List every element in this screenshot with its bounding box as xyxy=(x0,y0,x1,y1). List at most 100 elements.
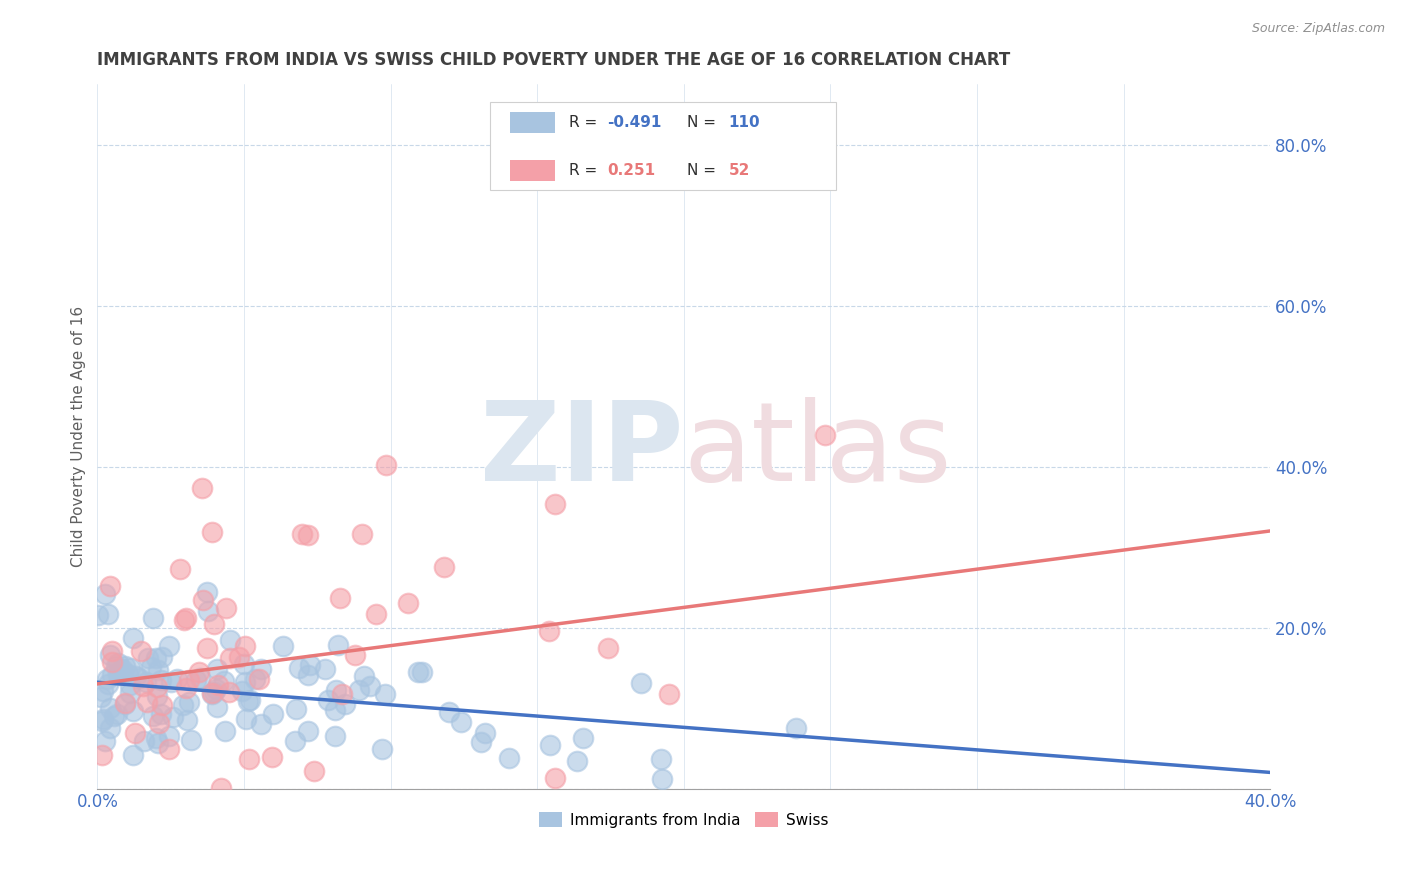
FancyBboxPatch shape xyxy=(491,102,837,190)
Point xyxy=(326,638,349,652)
Point xyxy=(103,709,125,723)
Point xyxy=(543,497,565,511)
Point xyxy=(219,632,242,647)
Point xyxy=(233,639,256,653)
Point xyxy=(105,706,128,721)
Text: R =: R = xyxy=(569,115,602,130)
Point xyxy=(162,710,184,724)
Point xyxy=(212,674,235,689)
Point xyxy=(190,671,212,685)
Point xyxy=(87,607,110,622)
Point xyxy=(150,698,173,712)
Point xyxy=(132,679,155,693)
Text: N =: N = xyxy=(688,163,721,178)
Point xyxy=(262,750,284,764)
Point xyxy=(538,739,561,753)
Point xyxy=(94,586,117,600)
Point xyxy=(90,690,112,704)
Text: atlas: atlas xyxy=(683,397,952,504)
Point xyxy=(101,668,124,682)
Point xyxy=(201,525,224,540)
Point xyxy=(411,665,433,679)
Point xyxy=(284,733,307,747)
Point xyxy=(148,716,170,731)
Point xyxy=(96,673,118,687)
Point xyxy=(107,666,129,681)
Point xyxy=(262,706,284,721)
Point xyxy=(328,591,350,605)
Point xyxy=(138,651,160,665)
Point xyxy=(243,673,266,687)
Point xyxy=(111,668,134,682)
Point xyxy=(233,674,256,689)
Point xyxy=(207,699,229,714)
Point xyxy=(124,726,146,740)
Point xyxy=(204,617,226,632)
Point xyxy=(238,752,260,766)
Point xyxy=(316,692,339,706)
Point xyxy=(214,723,236,738)
Point xyxy=(207,678,229,692)
Point xyxy=(353,668,375,682)
Point xyxy=(129,644,152,658)
Point xyxy=(193,593,215,607)
Point xyxy=(91,747,114,762)
Point xyxy=(202,685,225,699)
Point xyxy=(121,631,143,645)
Point xyxy=(323,703,346,717)
Legend: Immigrants from India, Swiss: Immigrants from India, Swiss xyxy=(533,805,835,834)
Point xyxy=(651,772,673,786)
Text: -0.491: -0.491 xyxy=(607,115,662,130)
Point xyxy=(146,680,169,694)
Point xyxy=(97,607,120,622)
Point xyxy=(174,611,197,625)
Y-axis label: Child Poverty Under the Age of 16: Child Poverty Under the Age of 16 xyxy=(72,306,86,567)
Point xyxy=(205,662,228,676)
Point xyxy=(406,665,429,679)
Point xyxy=(215,601,238,615)
Point xyxy=(98,722,121,736)
Point xyxy=(149,707,172,722)
Point xyxy=(122,704,145,718)
Point xyxy=(347,682,370,697)
Point xyxy=(135,675,157,690)
Point xyxy=(238,694,260,708)
Point xyxy=(118,686,141,700)
Point xyxy=(157,742,180,756)
Point xyxy=(297,667,319,681)
Point xyxy=(201,687,224,701)
Point xyxy=(297,723,319,738)
Text: 110: 110 xyxy=(728,115,761,130)
Text: R =: R = xyxy=(569,163,602,178)
Point xyxy=(91,712,114,726)
Point xyxy=(160,674,183,689)
Point xyxy=(302,764,325,778)
Point xyxy=(374,458,396,473)
Point xyxy=(120,660,142,674)
Point xyxy=(157,639,180,653)
Point xyxy=(235,712,257,726)
Point xyxy=(218,684,240,698)
Point xyxy=(180,733,202,747)
Point xyxy=(104,659,127,673)
Point xyxy=(145,731,167,745)
Point xyxy=(366,607,388,621)
Point xyxy=(433,559,456,574)
Point xyxy=(146,689,169,703)
Point xyxy=(565,755,588,769)
Point xyxy=(114,658,136,673)
Point xyxy=(247,672,270,686)
Point xyxy=(544,771,567,785)
Point xyxy=(209,780,232,795)
Text: N =: N = xyxy=(688,115,721,130)
Point xyxy=(474,725,496,739)
Point xyxy=(650,752,672,766)
Point xyxy=(149,673,172,688)
Point xyxy=(114,697,136,711)
Point xyxy=(371,742,394,756)
Point xyxy=(125,669,148,683)
Text: 0.251: 0.251 xyxy=(607,163,655,178)
Point xyxy=(132,733,155,747)
Point xyxy=(374,687,396,701)
Point xyxy=(290,527,312,541)
